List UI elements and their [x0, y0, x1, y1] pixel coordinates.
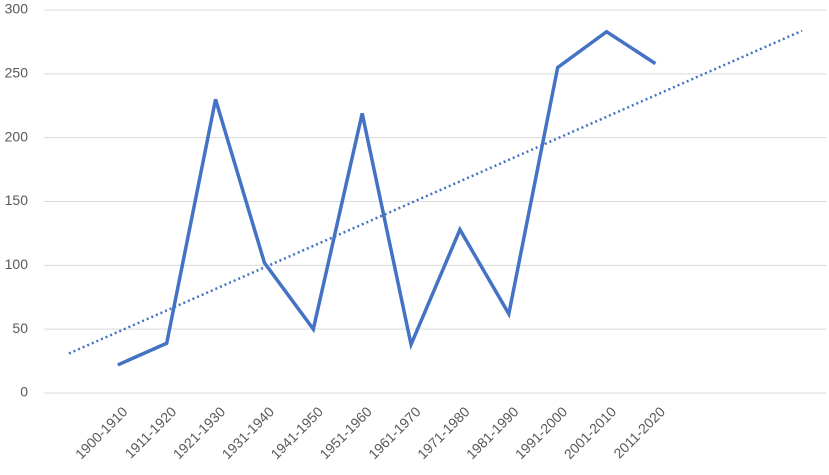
x-tick-label: 2011-2020: [610, 403, 668, 461]
y-tick-label: 100: [5, 256, 29, 272]
x-tick-label: 1900-1910: [72, 403, 131, 462]
y-tick-label: 250: [5, 65, 29, 81]
y-tick-label: 0: [20, 384, 28, 400]
y-tick-label: 300: [5, 1, 29, 17]
x-tick-label: 2001-2010: [561, 403, 620, 462]
y-tick-label: 150: [5, 192, 29, 208]
trendline: [68, 29, 803, 355]
y-tick-label: 50: [12, 320, 28, 336]
y-tick-label: 200: [5, 128, 29, 144]
data-line: [117, 29, 657, 367]
